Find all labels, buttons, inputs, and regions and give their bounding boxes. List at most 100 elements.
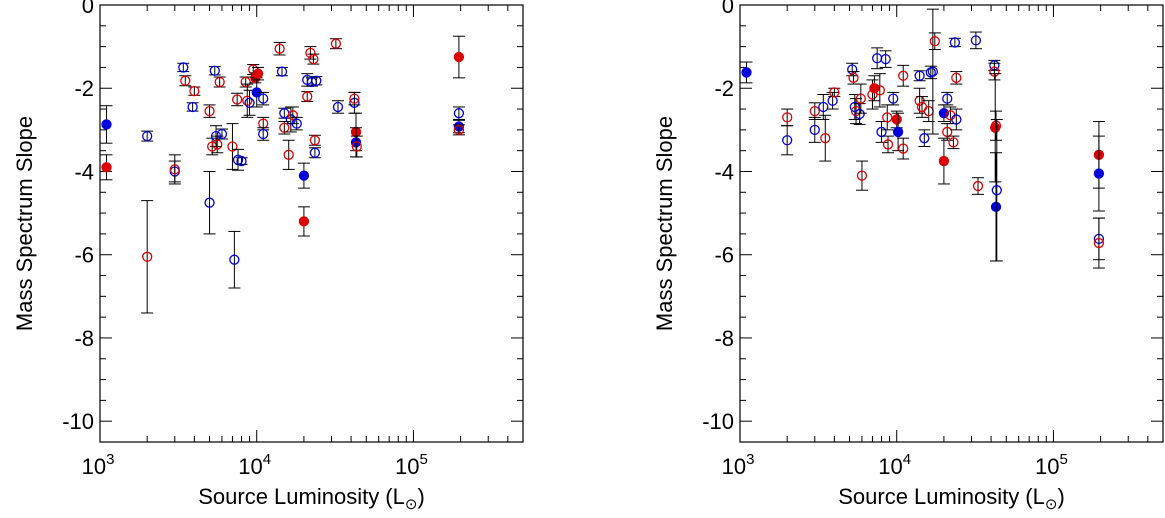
- data-point-blue-open: [782, 135, 793, 146]
- data-point-blue-open: [187, 101, 198, 113]
- data-point-red-open: [882, 112, 893, 123]
- data-point-red-open: [212, 139, 223, 150]
- data-point-red-open: [227, 141, 238, 152]
- data-point-blue-open: [453, 108, 465, 119]
- data-point-red-open: [898, 70, 909, 81]
- data-point-red-open: [204, 105, 215, 117]
- data-point-blue-open: [914, 70, 925, 81]
- data-points: [740, 8, 1105, 269]
- data-point-red-open: [169, 164, 180, 175]
- y-tick-label: -8: [714, 326, 734, 351]
- data-point-blue-open: [332, 101, 344, 113]
- data-point-blue-filled: [1093, 168, 1105, 179]
- x-tick-label: 104: [238, 451, 271, 479]
- data-point-blue-open: [880, 53, 891, 65]
- data-point-red-filled: [252, 68, 264, 79]
- data-point-red-open: [453, 124, 465, 136]
- data-point-red-open: [782, 112, 793, 123]
- data-point-blue-open: [236, 155, 247, 167]
- data-point-blue-filled: [892, 126, 904, 138]
- data-point-blue-open: [209, 65, 220, 76]
- data-point-red-open: [929, 36, 940, 47]
- x-tick-label: 105: [1035, 451, 1068, 479]
- plot-frame: [739, 4, 1164, 443]
- data-point-red-filled: [453, 51, 465, 63]
- data-point-red-filled: [938, 155, 950, 167]
- x-axis-label: Source Luminosity (L⊙): [838, 484, 1065, 513]
- y-tick-label: -6: [74, 243, 94, 268]
- data-point-red-open: [856, 170, 868, 181]
- data-point-blue-filled: [741, 67, 752, 78]
- data-point-blue-filled: [298, 170, 310, 181]
- data-point-red-open: [274, 43, 285, 54]
- data-point-red-open: [848, 72, 859, 83]
- data-point-blue-open: [229, 254, 240, 265]
- data-point-red-open: [1093, 237, 1105, 249]
- y-tick-label: -8: [74, 326, 94, 351]
- data-point-red-open: [214, 76, 225, 88]
- data-point-red-open: [283, 149, 294, 160]
- data-point-red-open: [240, 76, 251, 88]
- data-point-blue-filled: [101, 119, 112, 130]
- data-point-blue-open: [919, 133, 930, 144]
- data-point-red-filled: [869, 83, 880, 94]
- y-tick-label: -10: [62, 409, 94, 434]
- data-point-blue-open: [927, 66, 938, 77]
- data-point-red-open: [330, 38, 342, 49]
- data-point-red-open: [287, 110, 298, 121]
- data-point-blue-open: [258, 93, 269, 104]
- data-point-blue-open: [291, 118, 302, 129]
- x-tick-label: 105: [395, 451, 428, 479]
- data-point-red-open: [972, 180, 984, 192]
- data-point-blue-open: [216, 128, 228, 140]
- data-point-red-open: [882, 139, 894, 150]
- data-point-blue-open: [258, 128, 269, 140]
- data-point-blue-open: [970, 35, 982, 46]
- data-point-red-open: [351, 141, 362, 152]
- data-point-blue-filled: [990, 201, 1002, 213]
- x-tick-label: 103: [82, 451, 115, 479]
- y-axis-label: Mass Spectrum Slope: [652, 116, 677, 331]
- data-point-blue-open: [949, 37, 961, 48]
- data-point-blue-open: [876, 126, 887, 138]
- data-point-red-open: [809, 105, 820, 117]
- y-tick-label: -4: [714, 159, 734, 184]
- data-point-red-filled: [298, 216, 310, 227]
- y-tick-label: 0: [722, 0, 734, 18]
- data-point-red-open: [308, 53, 319, 65]
- data-point-red-open: [829, 87, 840, 98]
- data-point-red-open: [142, 251, 153, 262]
- plot-frame: [99, 4, 524, 443]
- x-tick-label: 103: [722, 451, 755, 479]
- data-point-red-open: [309, 135, 321, 146]
- data-point-blue-open: [951, 114, 962, 125]
- data-point-red-open: [951, 72, 962, 83]
- data-point-blue-open: [244, 97, 255, 108]
- data-points: [100, 35, 465, 314]
- data-point-red-open: [942, 126, 953, 138]
- data-point-blue-open: [276, 66, 288, 77]
- data-point-red-filled: [891, 114, 902, 125]
- y-tick-label: -2: [74, 76, 94, 101]
- data-point-blue-open: [888, 93, 899, 104]
- data-point-blue-open: [818, 101, 829, 113]
- data-point-red-open: [189, 86, 200, 97]
- chart-panel-2: 103 104 105 0 -2 -4 -6 -8 -10 Source Luminosity (…: [652, 0, 1164, 513]
- x-axis-label: Source Luminosity (L⊙): [198, 484, 425, 513]
- data-point-blue-open: [142, 130, 153, 142]
- y-tick-label: -10: [702, 409, 734, 434]
- data-point-red-open: [820, 133, 831, 144]
- data-point-blue-open: [204, 197, 215, 208]
- data-point-red-open: [279, 122, 290, 133]
- data-point-red-open: [855, 93, 866, 104]
- y-tick-label: 0: [82, 0, 94, 18]
- data-point-blue-open: [311, 75, 322, 86]
- data-point-red-open: [898, 143, 909, 154]
- data-point-red-open: [874, 85, 885, 96]
- data-point-red-open: [231, 94, 243, 105]
- y-tick-label: -2: [714, 76, 734, 101]
- data-point-blue-open: [991, 185, 1002, 196]
- y-tick-label: -6: [714, 243, 734, 268]
- data-point-blue-open: [809, 124, 820, 136]
